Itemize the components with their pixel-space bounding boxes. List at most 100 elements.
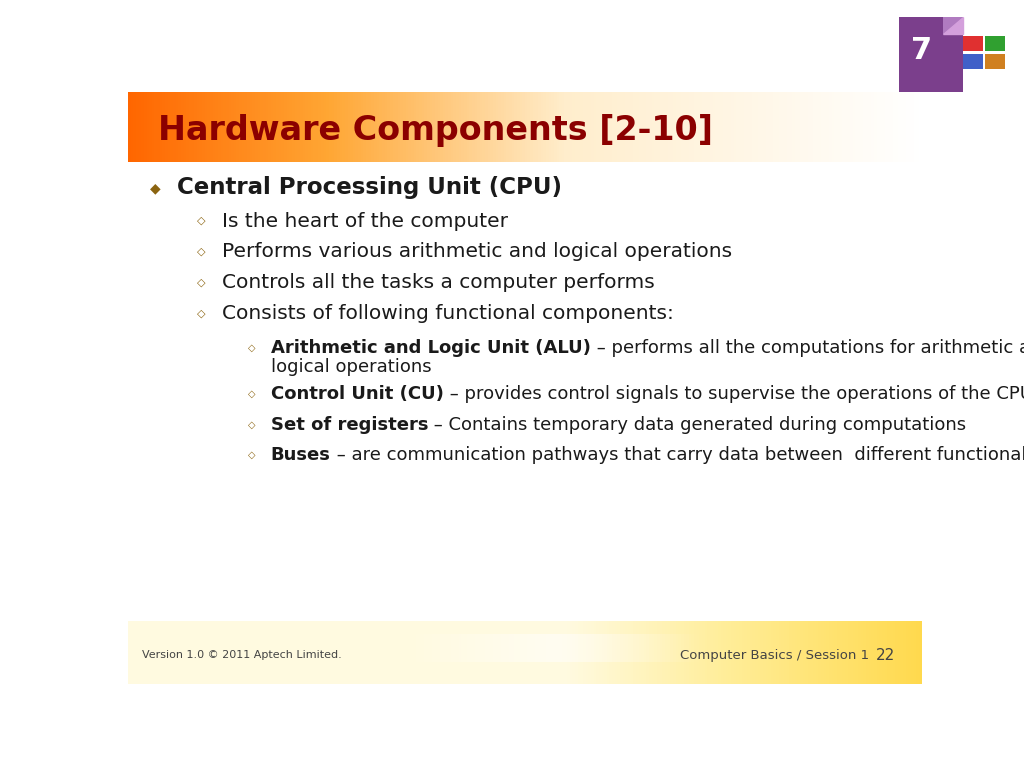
Bar <box>456 621 459 684</box>
Bar <box>353 621 355 684</box>
Bar <box>557 92 559 162</box>
Bar <box>686 92 689 162</box>
Bar <box>626 621 628 684</box>
Bar <box>626 634 628 662</box>
Bar <box>826 92 829 162</box>
Bar <box>964 54 983 69</box>
Bar <box>422 92 424 162</box>
Bar <box>469 621 472 684</box>
Bar <box>665 621 668 684</box>
Bar <box>424 634 427 662</box>
Bar <box>626 92 628 162</box>
Bar <box>811 92 813 162</box>
Bar <box>191 621 195 684</box>
Bar <box>557 634 559 662</box>
Bar <box>459 92 461 162</box>
Bar <box>532 92 536 162</box>
Bar <box>890 92 893 162</box>
Bar <box>689 621 691 684</box>
Bar <box>541 92 544 162</box>
Bar <box>840 92 842 162</box>
Bar <box>858 92 861 162</box>
Bar <box>808 621 811 684</box>
Bar <box>885 92 887 162</box>
Bar <box>813 621 816 684</box>
Bar <box>546 634 549 662</box>
Bar <box>200 621 202 684</box>
Bar <box>885 621 887 684</box>
Bar <box>382 92 385 162</box>
Bar <box>691 621 694 684</box>
Bar <box>649 621 651 684</box>
Bar <box>464 634 467 662</box>
Bar <box>778 621 781 684</box>
Text: ◇: ◇ <box>248 343 256 353</box>
Bar <box>866 621 868 684</box>
Bar <box>409 92 411 162</box>
Bar <box>731 92 734 162</box>
Bar <box>437 634 440 662</box>
Bar <box>617 92 621 162</box>
Bar <box>245 92 247 162</box>
Bar <box>509 634 512 662</box>
Bar <box>916 621 919 684</box>
Bar <box>324 621 327 684</box>
Bar <box>183 92 186 162</box>
Bar <box>519 634 522 662</box>
Bar <box>818 92 821 162</box>
Bar <box>671 92 673 162</box>
Bar <box>435 634 437 662</box>
Bar <box>242 92 245 162</box>
Bar <box>385 621 387 684</box>
Bar <box>564 634 567 662</box>
Bar <box>895 92 898 162</box>
Bar <box>741 621 744 684</box>
Bar <box>668 634 671 662</box>
Bar <box>276 92 279 162</box>
Bar <box>873 92 877 162</box>
Bar <box>544 621 546 684</box>
Bar <box>417 621 419 684</box>
Bar <box>586 634 588 662</box>
Bar <box>863 621 866 684</box>
Bar <box>300 92 303 162</box>
Bar <box>477 92 480 162</box>
Bar <box>432 92 435 162</box>
Bar <box>599 621 601 684</box>
Bar <box>247 92 250 162</box>
Bar <box>467 621 469 684</box>
Bar <box>303 621 305 684</box>
Bar <box>337 621 340 684</box>
Bar <box>451 621 454 684</box>
Bar <box>549 92 551 162</box>
Bar <box>334 92 337 162</box>
Bar <box>342 621 345 684</box>
Bar <box>639 634 641 662</box>
Bar <box>197 92 200 162</box>
Bar <box>549 634 551 662</box>
Bar <box>300 621 303 684</box>
Bar <box>485 621 487 684</box>
Bar <box>310 92 313 162</box>
Bar <box>400 621 403 684</box>
Bar <box>417 634 419 662</box>
Bar <box>260 621 263 684</box>
Bar <box>591 92 594 162</box>
Bar <box>575 634 578 662</box>
Bar <box>644 92 646 162</box>
Bar <box>424 621 427 684</box>
Bar <box>835 621 837 684</box>
Bar <box>411 92 414 162</box>
Bar <box>220 621 223 684</box>
Bar <box>297 621 300 684</box>
Bar <box>601 92 604 162</box>
Bar <box>340 621 342 684</box>
Bar <box>220 92 223 162</box>
Bar <box>871 92 873 162</box>
Bar <box>905 621 908 684</box>
Bar <box>530 621 532 684</box>
Bar <box>985 54 1006 69</box>
Bar <box>364 92 367 162</box>
Text: Performs various arithmetic and logical operations: Performs various arithmetic and logical … <box>221 243 732 261</box>
Bar <box>567 621 569 684</box>
